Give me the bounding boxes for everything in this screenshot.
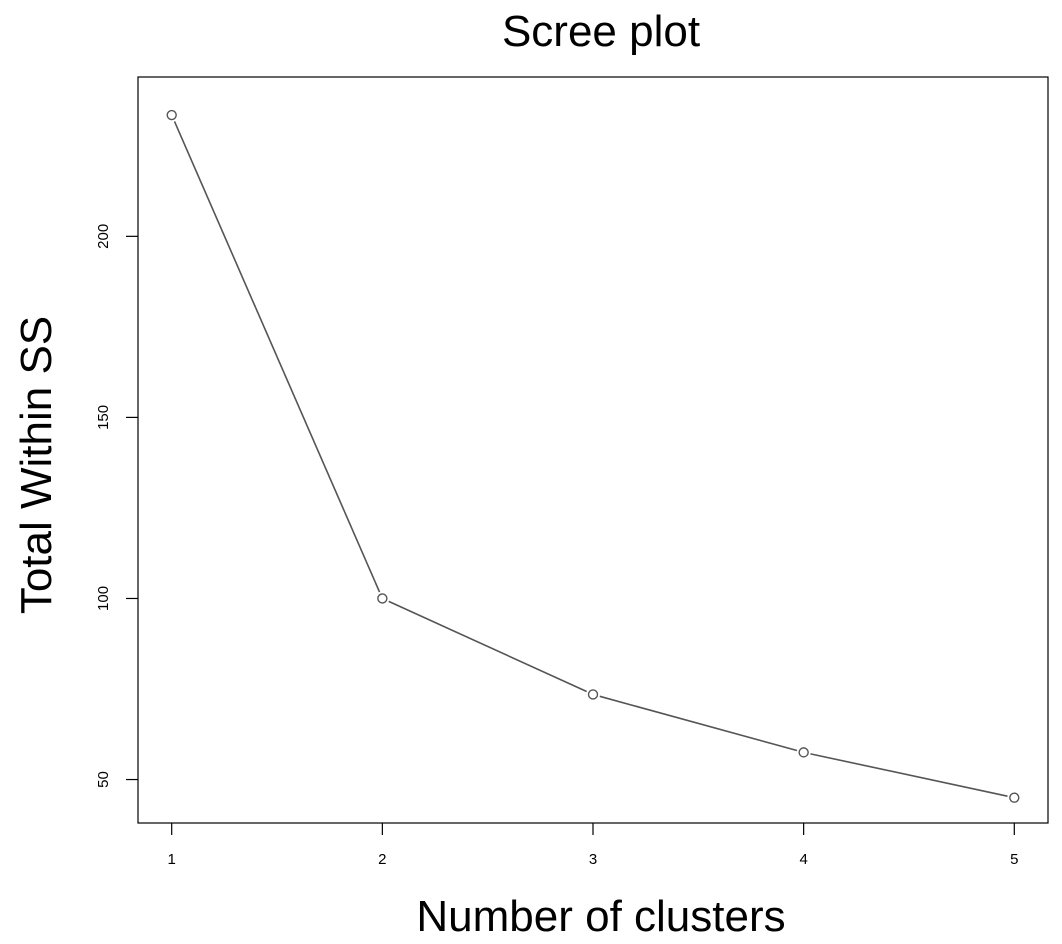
data-series bbox=[166, 109, 1020, 803]
x-tick-label: 3 bbox=[589, 851, 597, 868]
data-point bbox=[587, 689, 599, 700]
y-axis: 50 100 150 200 bbox=[95, 224, 138, 788]
x-tick-label: 4 bbox=[799, 851, 807, 868]
chart-title: Scree plot bbox=[502, 7, 700, 56]
x-tick-label: 2 bbox=[378, 851, 386, 868]
series-line-segment bbox=[810, 753, 1008, 797]
x-axis-title: Number of clusters bbox=[416, 892, 785, 941]
data-point bbox=[798, 747, 809, 758]
plot-area bbox=[137, 76, 1049, 824]
data-point bbox=[1009, 792, 1020, 803]
y-axis-title: Total Within SS bbox=[12, 316, 61, 614]
series-line-segment bbox=[173, 121, 381, 593]
y-tick-label: 100 bbox=[95, 586, 112, 611]
y-tick-label: 50 bbox=[95, 771, 112, 788]
y-tick-label: 200 bbox=[95, 224, 112, 249]
series-line-segment bbox=[388, 600, 587, 693]
data-point bbox=[377, 593, 388, 604]
x-tick-label: 5 bbox=[1010, 851, 1018, 868]
y-tick-label: 150 bbox=[95, 405, 112, 430]
x-axis: 1 2 3 4 5 bbox=[168, 823, 1018, 868]
x-tick-label: 1 bbox=[168, 851, 176, 868]
data-point bbox=[166, 109, 177, 121]
series-line-segment bbox=[599, 695, 798, 752]
